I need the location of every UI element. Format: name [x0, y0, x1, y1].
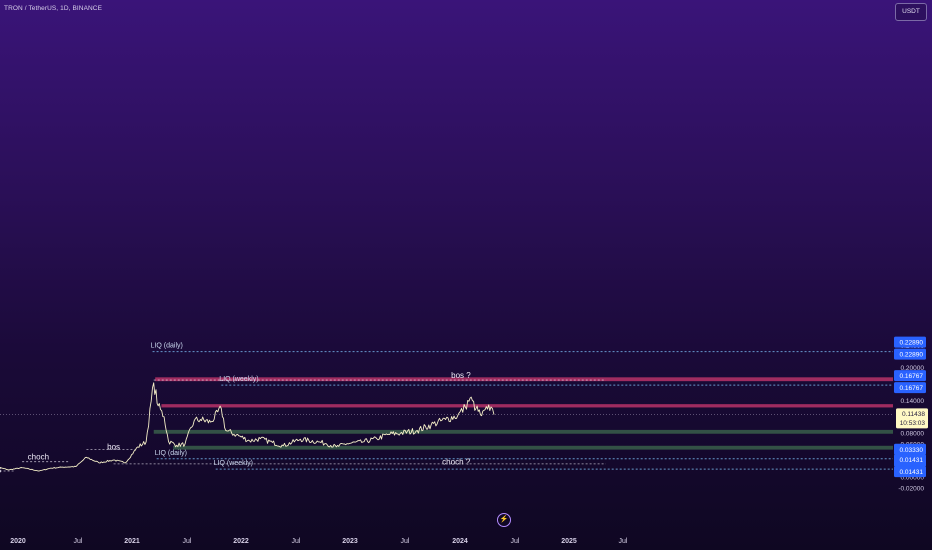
level-badge-top-text-1: 0.16767 [900, 373, 924, 380]
demand-zone-3 [173, 445, 893, 450]
supply-zone-0 [155, 377, 893, 382]
level-badge-top-3 [894, 454, 926, 466]
level-badge-top-2 [894, 443, 926, 455]
symbol-header: TRON / TetherUS, 1D, BINANCE [4, 5, 103, 12]
current-price-badge [896, 408, 928, 429]
x-tick-label-4: 2022 [233, 538, 249, 545]
bolt-icon[interactable]: ⚡ [497, 513, 511, 527]
demand-zone-2 [153, 429, 894, 434]
x-tick-label-1: Jul [74, 538, 83, 545]
x-tick-label-0: 2020 [10, 538, 26, 545]
annotation-2: choch [28, 452, 49, 461]
level-badge-bottom-1 [894, 382, 926, 394]
liq-level-label-2: LIQ (daily) [155, 450, 187, 457]
y-tick-label-5: 0.14000 [901, 398, 925, 405]
x-tick-label-11: Jul [619, 538, 628, 545]
level-badge-top-text-2: 0.03330 [900, 447, 924, 454]
y-tick-label-2: 0.20000 [901, 365, 925, 372]
y-tick-label-12: 0.00000 [901, 475, 925, 482]
level-badge-top-text-3: 0.01431 [900, 457, 924, 464]
currency-button[interactable]: USDT [895, 3, 927, 21]
countdown-label: 10:53:03 [900, 420, 926, 427]
current-price-label: 0.11438 [902, 411, 925, 418]
x-tick-label-5: Jul [292, 538, 301, 545]
level-badge-top-1 [894, 370, 926, 382]
x-tick-label-8: 2024 [452, 538, 468, 545]
liq-level-label-0: LIQ (daily) [151, 343, 183, 350]
level-badge-top-text-0: 0.22890 [900, 340, 924, 347]
x-tick-label-6: 2023 [342, 538, 358, 545]
y-tick-label-13: -0.02000 [898, 485, 924, 492]
x-tick-label-7: Jul [401, 538, 410, 545]
annotation-4: choch ? [442, 458, 471, 467]
level-badge-bottom-text-0: 0.22890 [900, 352, 924, 359]
x-tick-label-10: 2025 [561, 538, 577, 545]
level-badge-bottom-text-3: 0.01431 [900, 469, 924, 476]
x-tick-label-3: Jul [183, 538, 192, 545]
x-tick-label-2: 2021 [124, 538, 140, 545]
level-badge-bottom-3 [894, 466, 926, 478]
x-tick-label-9: Jul [511, 538, 520, 545]
price-line [0, 382, 495, 472]
y-tick-label-8: 0.08000 [901, 431, 925, 438]
liq-level-label-3: LIQ (weekly) [214, 460, 253, 467]
annotation-3: bos [0, 466, 1, 475]
annotation-0: bos ? [451, 371, 471, 380]
supply-zone-1 [161, 404, 893, 408]
annotation-1: bos [107, 443, 120, 452]
level-badge-top-0 [894, 336, 926, 348]
level-badge-bottom-0 [894, 348, 926, 360]
level-badge-bottom-text-1: 0.16767 [900, 385, 924, 392]
